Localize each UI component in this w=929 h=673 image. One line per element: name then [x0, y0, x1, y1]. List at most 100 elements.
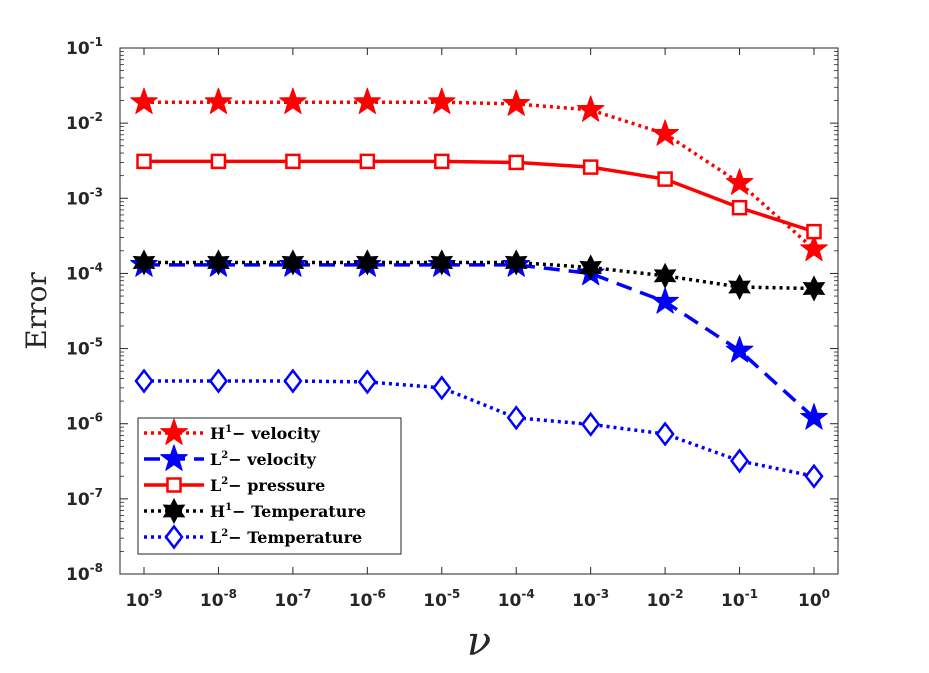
- x-tick-exp: -2: [670, 587, 683, 601]
- x-tick-label: 10-4: [498, 587, 535, 611]
- data-point-diamond: [357, 369, 377, 395]
- y-tick-base: 10: [66, 565, 90, 585]
- y-tick-label: 10-6: [66, 411, 103, 435]
- data-point-square: [582, 159, 599, 175]
- data-point-hexagram: [802, 275, 826, 302]
- legend-label: H1− Temperature: [210, 502, 366, 521]
- legend-label-sup: 1: [225, 502, 232, 513]
- data-point-hexagram: [355, 249, 379, 276]
- x-tick-base: 10: [572, 591, 596, 611]
- legend-label-sup: 2: [221, 476, 228, 487]
- x-tick-base: 10: [647, 591, 671, 611]
- data-point-hexagram: [653, 262, 677, 289]
- legend-label-rest: − pressure: [228, 476, 325, 495]
- data-point-diamond: [655, 421, 675, 447]
- y-tick-base: 10: [66, 189, 90, 209]
- y-tick-exp: -5: [90, 336, 103, 350]
- series-layer: [130, 87, 828, 489]
- x-tick-exp: -6: [372, 587, 385, 601]
- legend-label-sup: 2: [221, 450, 228, 461]
- x-tick-label: 10-6: [349, 587, 386, 611]
- data-point-square: [285, 153, 301, 170]
- data-point-hexagram: [504, 249, 528, 276]
- series-h1-velocity: [130, 87, 828, 262]
- x-tick-exp: -3: [596, 587, 609, 601]
- data-point-star: [725, 168, 754, 195]
- data-point-diamond: [283, 368, 303, 394]
- legend-label-rest: − velocity: [228, 450, 316, 469]
- legend-label-sup: 1: [225, 424, 232, 435]
- x-tick-exp: -4: [521, 587, 534, 601]
- data-point-diamond: [581, 411, 601, 437]
- legend-item: L2− velocity: [144, 444, 317, 471]
- y-tick-label: 10-1: [66, 35, 103, 59]
- data-point-diamond: [729, 448, 750, 474]
- legend-label-main: L: [210, 476, 221, 495]
- legend-label-rest: − Temperature: [228, 528, 362, 547]
- data-point-hexagram: [207, 249, 230, 276]
- data-point-square: [210, 153, 227, 170]
- axis-ticks: [120, 47, 838, 575]
- data-point-star: [800, 403, 828, 430]
- y-tick-base: 10: [66, 114, 90, 134]
- data-point-star: [800, 234, 828, 262]
- series-l2-pressure: [136, 153, 822, 240]
- x-tick-exp: -5: [447, 587, 460, 601]
- legend-item: H1− Temperature: [144, 497, 366, 525]
- x-tick-label: 100: [798, 587, 830, 611]
- data-point-square: [508, 154, 524, 171]
- data-point-hexagram: [281, 249, 305, 276]
- x-tick-base: 10: [798, 591, 822, 611]
- x-tick-exp: -1: [745, 587, 758, 601]
- data-point-star: [427, 87, 456, 115]
- data-point-star: [160, 444, 188, 471]
- data-point-star: [353, 87, 382, 115]
- legend-item: H1− velocity: [144, 418, 321, 445]
- series-l2-temperature: [134, 368, 824, 489]
- tick-labels: 10-9 10-8 10-7 10-6 10-5 10-4 10-3 10-2 10-1 1001…: [66, 35, 830, 611]
- series-line: [144, 379, 815, 478]
- legend-label-rest: − Temperature: [232, 502, 366, 521]
- x-tick-base: 10: [423, 591, 447, 611]
- legend-label: L2− pressure: [210, 476, 325, 495]
- y-tick-label: 10-2: [66, 110, 103, 134]
- x-tick-base: 10: [274, 591, 298, 611]
- y-tick-exp: -7: [90, 486, 103, 500]
- data-point-diamond: [164, 524, 184, 550]
- series-line: [144, 100, 816, 251]
- y-tick-exp: -4: [90, 260, 103, 274]
- data-point-diamond: [208, 368, 229, 394]
- data-point-hexagram: [579, 254, 603, 281]
- x-tick-label: 10-3: [572, 587, 609, 611]
- legend-label-main: H: [210, 502, 225, 521]
- data-point-star: [279, 87, 307, 115]
- data-point-star: [204, 87, 233, 115]
- x-tick-base: 10: [721, 591, 745, 611]
- x-tick-base: 10: [498, 591, 522, 611]
- data-point-square: [359, 153, 376, 170]
- legend-label: L2− velocity: [210, 450, 317, 469]
- x-tick-exp: 0: [822, 587, 830, 601]
- y-tick-label: 10-5: [66, 336, 103, 360]
- x-tick-label: 10-2: [647, 587, 684, 611]
- legend-label: L2− Temperature: [210, 528, 362, 547]
- data-point-diamond: [432, 375, 452, 401]
- x-tick-label: 10-5: [423, 587, 460, 611]
- x-tick-exp: -8: [224, 587, 237, 601]
- series-line: [144, 263, 816, 420]
- data-point-diamond: [506, 405, 526, 431]
- data-point-square: [136, 153, 152, 170]
- data-point-square: [166, 477, 182, 493]
- plot-frame: [119, 47, 839, 575]
- y-tick-exp: -8: [90, 561, 103, 575]
- x-tick-base: 10: [349, 591, 373, 611]
- x-axis-label: ν: [467, 619, 491, 665]
- data-point-star: [651, 287, 679, 314]
- y-tick-base: 10: [66, 39, 90, 59]
- y-tick-label: 10-3: [66, 185, 103, 209]
- data-point-star: [725, 336, 754, 363]
- data-point-diamond: [804, 463, 824, 489]
- x-tick-label: 10-1: [721, 587, 758, 611]
- data-point-square: [434, 153, 450, 170]
